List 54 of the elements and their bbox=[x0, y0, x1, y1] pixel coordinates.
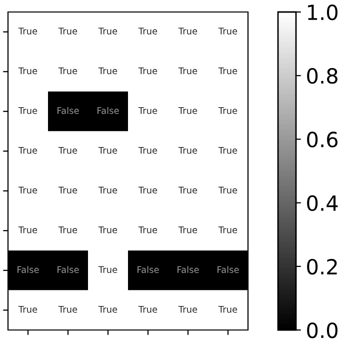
data-label: False bbox=[138, 266, 159, 273]
data-label: True bbox=[58, 226, 78, 234]
data-label: False bbox=[58, 107, 79, 114]
data-label: True bbox=[138, 186, 158, 194]
data-label: True bbox=[178, 107, 198, 114]
data-label: True bbox=[98, 226, 118, 234]
data-label: True bbox=[58, 186, 78, 194]
data-label: True bbox=[218, 147, 238, 154]
data-label: True bbox=[178, 226, 198, 234]
data-label: True bbox=[18, 306, 38, 313]
data-label: True bbox=[138, 28, 158, 34]
data-label: True bbox=[178, 306, 198, 313]
data-label: True bbox=[178, 147, 198, 154]
data-label: True bbox=[218, 306, 238, 313]
data-label: True bbox=[98, 266, 118, 273]
data-label: True bbox=[18, 226, 38, 234]
data-label: False bbox=[18, 266, 39, 273]
color-bar-label: 0.2 bbox=[307, 258, 337, 275]
data-label: False bbox=[58, 266, 79, 273]
data-label: True bbox=[178, 186, 198, 194]
data-label: True bbox=[58, 306, 78, 313]
data-label: True bbox=[18, 147, 38, 154]
data-label: True bbox=[18, 186, 38, 194]
data-label: True bbox=[58, 28, 78, 34]
data-label: True bbox=[98, 306, 118, 313]
data-label: True bbox=[18, 68, 38, 74]
data-label: True bbox=[18, 107, 38, 114]
data-label: True bbox=[178, 68, 198, 74]
data-label: True bbox=[218, 186, 238, 194]
color-bar-label: 0.0 bbox=[307, 322, 338, 338]
data-label: True bbox=[218, 226, 238, 234]
color-bar-label: 0.6 bbox=[307, 132, 338, 148]
data-label: True bbox=[98, 28, 118, 34]
data-label: True bbox=[58, 147, 78, 154]
data-label: True bbox=[98, 147, 118, 154]
data-label: True bbox=[138, 306, 158, 313]
data-label: True bbox=[98, 68, 118, 74]
data-label: False bbox=[218, 266, 239, 273]
color-bar-label: 0.4 bbox=[307, 195, 338, 212]
data-label: True bbox=[18, 28, 38, 34]
color-bar-label: 0.8 bbox=[307, 68, 338, 84]
data-label: False bbox=[98, 107, 119, 114]
data-label: True bbox=[218, 68, 238, 74]
data-label: True bbox=[138, 107, 158, 114]
data-label: True bbox=[138, 226, 158, 234]
data-label: True bbox=[218, 28, 238, 34]
data-label: True bbox=[58, 68, 78, 74]
data-label: True bbox=[138, 68, 158, 74]
data-label: True bbox=[218, 107, 238, 114]
data-label: True bbox=[98, 186, 118, 194]
data-label: True bbox=[138, 147, 158, 154]
data-label: False bbox=[178, 266, 199, 273]
data-label: True bbox=[178, 28, 198, 34]
color-bar-label: 1.0 bbox=[308, 4, 338, 20]
